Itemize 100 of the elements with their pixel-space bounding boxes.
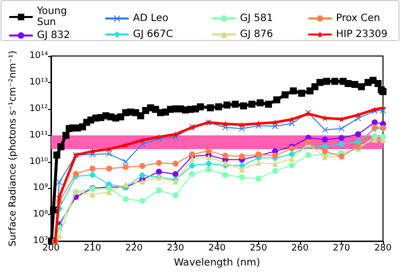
x-tick-label: 230 bbox=[166, 244, 184, 254]
x-axis-title: Wavelength (nm) bbox=[174, 258, 260, 268]
y-tick-label: 10⁹ bbox=[32, 183, 48, 194]
point bbox=[358, 83, 365, 90]
point bbox=[248, 100, 256, 108]
point bbox=[323, 78, 330, 85]
point bbox=[238, 162, 246, 170]
legend-label: Young Sun bbox=[36, 6, 70, 28]
point bbox=[288, 150, 296, 158]
legend-label: GJ 581 bbox=[240, 13, 273, 24]
point bbox=[322, 126, 328, 133]
point bbox=[256, 176, 262, 182]
point bbox=[380, 104, 386, 111]
point bbox=[322, 136, 328, 143]
point bbox=[53, 152, 60, 159]
point bbox=[188, 162, 196, 170]
point bbox=[90, 166, 96, 172]
point bbox=[240, 102, 248, 110]
point bbox=[56, 232, 62, 239]
point bbox=[189, 171, 196, 178]
point bbox=[62, 132, 70, 139]
legend-label: GJ 876 bbox=[240, 29, 273, 40]
x-tick-label: 200 bbox=[42, 244, 60, 254]
point bbox=[372, 119, 378, 126]
point bbox=[290, 87, 297, 94]
point bbox=[206, 148, 212, 154]
point bbox=[264, 100, 272, 108]
y-tick-label: 10¹⁴ bbox=[29, 51, 48, 61]
point bbox=[272, 152, 278, 159]
point bbox=[215, 103, 222, 110]
point bbox=[89, 171, 96, 178]
point bbox=[298, 90, 306, 97]
point bbox=[139, 198, 146, 204]
point bbox=[354, 138, 362, 146]
y-tick-label: 10⁸ bbox=[32, 210, 48, 220]
point bbox=[56, 179, 62, 186]
point bbox=[232, 100, 239, 108]
point bbox=[256, 160, 262, 166]
point bbox=[305, 152, 312, 158]
point bbox=[106, 166, 112, 172]
x-tick-label: 250 bbox=[250, 244, 268, 254]
legend-label: GJ 832 bbox=[37, 30, 70, 41]
x-tick-label: 210 bbox=[84, 244, 102, 254]
point bbox=[351, 80, 358, 88]
point bbox=[196, 103, 204, 110]
point bbox=[374, 80, 382, 88]
point bbox=[316, 78, 324, 86]
point bbox=[122, 196, 129, 202]
point bbox=[331, 78, 338, 85]
point bbox=[57, 143, 64, 150]
point bbox=[223, 102, 230, 109]
x-tick-label: 220 bbox=[125, 244, 143, 254]
point bbox=[172, 160, 178, 167]
point bbox=[137, 112, 144, 120]
x-tick-label: 260 bbox=[291, 244, 309, 254]
point bbox=[273, 96, 280, 104]
point bbox=[272, 168, 278, 174]
point bbox=[106, 188, 112, 195]
x-tick-label: 240 bbox=[208, 244, 226, 254]
point bbox=[305, 138, 312, 145]
point bbox=[344, 80, 352, 88]
point bbox=[338, 140, 345, 148]
point bbox=[50, 206, 57, 214]
point bbox=[156, 168, 162, 175]
point bbox=[222, 160, 228, 166]
point bbox=[156, 187, 162, 194]
point bbox=[90, 191, 96, 198]
point bbox=[122, 158, 129, 165]
point bbox=[380, 137, 386, 144]
point bbox=[122, 164, 129, 170]
point bbox=[272, 160, 278, 167]
y-tick-label: 10¹⁰ bbox=[29, 156, 48, 167]
point bbox=[355, 131, 362, 138]
point bbox=[338, 135, 344, 142]
point bbox=[172, 171, 178, 178]
point bbox=[139, 163, 146, 170]
legend-label: GJ 667C bbox=[133, 29, 173, 40]
point bbox=[322, 148, 328, 154]
point bbox=[138, 172, 146, 179]
point bbox=[156, 160, 162, 166]
y-axis-title: Surface Radiance (photons s⁻¹cm⁻²nm⁻¹) bbox=[8, 50, 18, 247]
x-tick-label: 270 bbox=[332, 244, 350, 254]
legend-label: Prox Cen bbox=[336, 13, 380, 24]
y-tick-label: 10¹³ bbox=[29, 77, 48, 88]
x-tick-label: 280 bbox=[374, 244, 392, 254]
point bbox=[256, 99, 264, 106]
point bbox=[288, 162, 295, 168]
point bbox=[106, 150, 112, 157]
point bbox=[238, 166, 245, 173]
legend-label: HIP 23309 bbox=[336, 29, 388, 40]
y-tick-label: 10¹² bbox=[29, 104, 48, 114]
point bbox=[238, 153, 245, 160]
point bbox=[372, 136, 378, 143]
legend-label: AD Leo bbox=[133, 13, 168, 24]
point bbox=[72, 170, 79, 177]
point bbox=[206, 166, 212, 172]
point bbox=[222, 152, 228, 159]
point bbox=[238, 174, 245, 180]
point bbox=[205, 160, 212, 168]
point bbox=[282, 91, 289, 98]
